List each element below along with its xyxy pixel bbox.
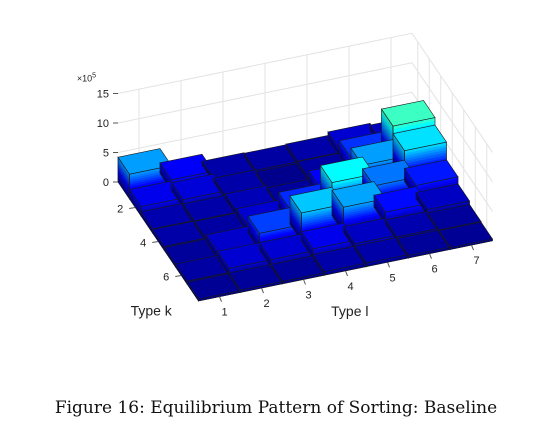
y-tick-mark: [152, 241, 159, 243]
bar: [312, 245, 368, 277]
x-tick-label: 1: [221, 307, 227, 319]
x-tick-mark: [219, 296, 222, 302]
x-tick-mark: [303, 279, 306, 285]
x-tick-label: 5: [389, 272, 395, 284]
axis-labels: 0 5 10 15×105 1 2 3 4 5 6 7 2 4 6 Type l Type k: [77, 73, 480, 320]
x-tick-label: 6: [431, 264, 437, 276]
x-tick-label: 4: [347, 281, 353, 293]
x-tick-mark: [387, 262, 390, 268]
bar-top-face: [403, 159, 459, 186]
z-grid-line: [117, 62, 493, 183]
bar: [396, 229, 452, 259]
x-tick-label: 7: [473, 255, 479, 267]
bar-top-face: [380, 100, 436, 127]
bar-top-face: [438, 221, 494, 248]
bar: [438, 221, 494, 251]
y-tick-label: 2: [117, 204, 123, 216]
bar-top-face: [415, 183, 471, 210]
y-tick-label: 4: [140, 238, 146, 250]
y-axis-title: Type k: [131, 303, 173, 319]
bar-top-face: [392, 124, 448, 152]
bar: [228, 264, 284, 294]
z-tick-label: 0: [103, 177, 109, 189]
y-tick-mark: [175, 275, 182, 277]
bar: [403, 159, 459, 200]
x-axis-title: Type l: [331, 303, 368, 319]
z-grid-line: [117, 32, 493, 153]
x-tick-mark: [429, 253, 432, 259]
y-tick-mark: [129, 207, 136, 209]
x-tick-label: 2: [263, 298, 269, 310]
bar: [186, 273, 242, 302]
z-tick-label: 10: [97, 118, 109, 130]
bar: [354, 237, 410, 268]
z-grid-line: [117, 91, 493, 212]
z-multiplier: ×105: [77, 73, 96, 84]
figure-caption: Figure 16: Equilibrium Pattern of Sortin…: [54, 398, 498, 418]
z-tick-label: 15: [97, 89, 109, 101]
bars-group: [117, 100, 494, 302]
x-tick-mark: [345, 270, 348, 277]
x-tick-mark: [261, 287, 264, 294]
bar-top-face: [426, 204, 482, 231]
z-tick-label: 5: [103, 148, 109, 160]
x-tick-mark: [471, 244, 474, 251]
x-tick-label: 3: [305, 290, 311, 302]
bar: [270, 255, 326, 285]
y-tick-label: 6: [163, 272, 169, 284]
